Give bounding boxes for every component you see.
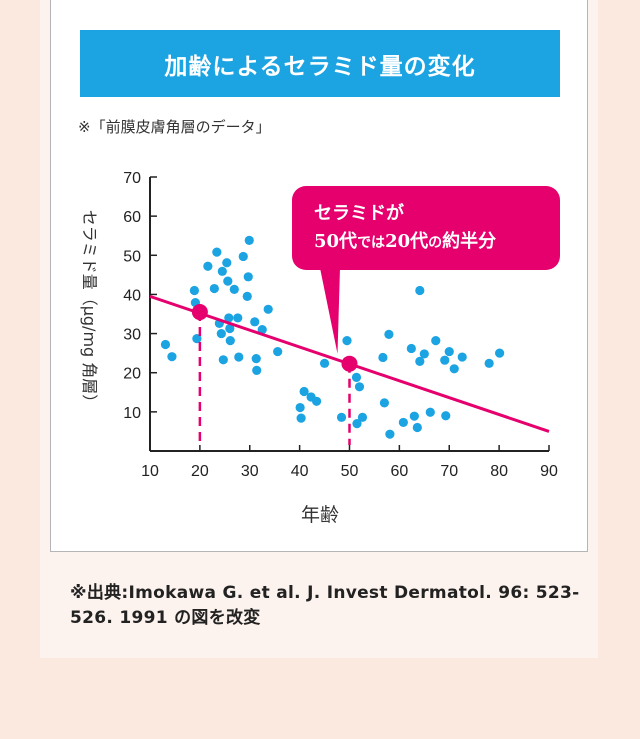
data-point [273,346,283,357]
data-point [244,235,254,246]
data-point [357,412,368,422]
y-tick-label: 10 [123,405,141,422]
data-point [352,419,362,429]
y-tick-label: 30 [123,327,141,344]
callout-line-1: セラミドが [314,203,404,224]
highlight-point [341,355,358,372]
data-point [209,283,219,294]
data-point [385,429,395,439]
x-tick-label: 20 [191,463,209,480]
data-point [234,352,244,362]
y-tick-label: 20 [123,366,141,383]
data-point [311,396,322,406]
data-point [409,411,419,421]
data-note: ※「前膜皮膚角層のデータ」 [78,118,271,136]
data-point [217,266,227,276]
data-point [431,336,441,346]
x-tick-label: 30 [241,463,259,480]
data-point [238,251,248,262]
data-point [242,291,252,301]
callout-50s: 50代 [314,231,358,252]
y-tick-label: 40 [123,287,141,304]
x-tick-label: 10 [141,463,159,480]
data-point [229,284,239,294]
data-point [233,313,243,323]
data-point [251,354,261,364]
y-tick-label: 50 [123,248,141,265]
callout-20s: 20代 [385,231,429,252]
callout-pointer [320,268,340,354]
data-point [203,261,213,271]
data-point [189,285,199,296]
data-point [419,349,429,359]
banner-title: 加齢によるセラミド量の変化 [80,30,560,97]
data-point [379,398,390,408]
data-point [384,329,394,339]
source-citation: ※出典:Imokawa G. et al. J. Invest Dermatol… [70,583,580,628]
data-point [412,422,422,433]
chart-marks [149,235,550,445]
x-tick-label: 60 [390,463,408,480]
highlight-point [191,304,208,321]
data-point [225,323,235,334]
y-tick-label: 70 [123,170,141,187]
x-axis-label: 年齢 [301,504,339,526]
data-point [484,358,494,368]
data-point [167,352,177,362]
data-point [296,413,306,423]
y-axis-label: セラミド量（μg/mg 角層） [80,210,99,411]
data-point [406,343,416,354]
callout-box: セラミドが 50代では20代の約半分 [292,186,560,270]
data-point [415,285,425,296]
data-point [495,348,505,358]
data-point [192,334,202,344]
data-point [218,355,228,365]
data-point [319,358,330,368]
data-point [415,356,425,366]
data-point [336,412,347,422]
data-point [441,411,451,421]
data-point [222,258,232,268]
callout-line-2: 50代では20代の約半分 [314,228,560,257]
data-point [398,417,408,428]
data-point [243,272,253,282]
data-point [257,325,267,335]
x-tick-label: 70 [440,463,458,480]
data-point [457,352,467,362]
data-point [263,304,273,314]
data-point [378,352,388,363]
data-point [223,276,233,286]
data-point [342,336,352,346]
data-point [449,364,459,374]
data-point [425,407,435,417]
data-point [216,328,226,339]
data-point [252,365,262,375]
data-point [440,355,450,365]
x-tick-label: 40 [291,463,309,480]
chart-axes: 10 20 30 40 50 60 70 10 20 30 40 50 60 70 80 90 [123,170,558,480]
data-point [224,313,234,323]
data-point [225,336,235,346]
callout-half: 約半分 [442,231,497,252]
x-tick-label: 80 [490,463,508,480]
data-point [160,339,171,350]
data-point [212,247,222,257]
data-point [354,382,365,392]
callout-no: の [428,235,443,251]
data-point [351,372,362,383]
data-point [444,346,454,357]
data-point [295,402,305,413]
data-point [299,386,309,397]
x-tick-label: 90 [540,463,558,480]
callout-dewa: では [357,235,386,251]
data-point [250,317,260,327]
x-tick-label: 50 [341,463,359,480]
y-tick-label: 60 [123,209,141,226]
